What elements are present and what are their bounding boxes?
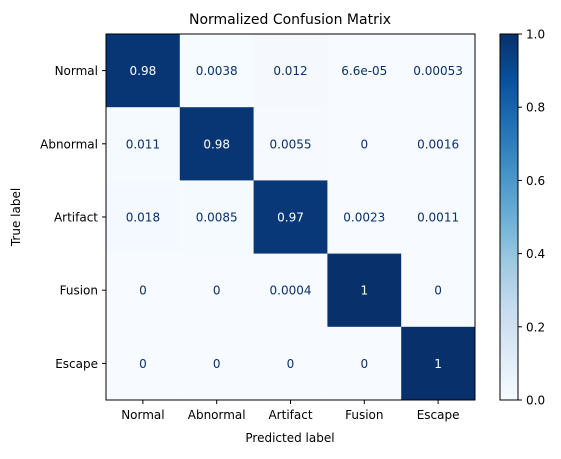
- cell-value-label: 0.98: [130, 64, 157, 78]
- chart-title: Normalized Confusion Matrix: [189, 12, 391, 28]
- heatmap-cell-r0-c2: [253, 34, 328, 108]
- heatmap-cell-r0-c3: [327, 34, 402, 108]
- colorbar-tick-label: 0.4: [526, 247, 545, 261]
- cell-value-label: 0.0011: [417, 211, 459, 225]
- y-tick-label: Fusion: [60, 284, 98, 298]
- heatmap-cell-r1-c0: [106, 107, 181, 181]
- x-tick-label: Artifact: [268, 408, 312, 422]
- heatmap-cell-r1-c1: [179, 107, 255, 181]
- x-axis-label: Predicted label: [245, 431, 334, 445]
- x-tick-label: Abnormal: [188, 408, 246, 422]
- heatmap-cell-r2-c0: [106, 180, 181, 255]
- y-tick-label: Abnormal: [40, 137, 98, 151]
- heatmap-cell-r3-c0: [106, 253, 181, 328]
- heatmap-cell-r3-c3: [327, 253, 402, 328]
- cell-value-label: 0: [287, 357, 295, 371]
- cell-value-label: 0.00053: [413, 64, 463, 78]
- heatmap-cell-r1-c4: [401, 107, 476, 181]
- cell-value-label: 0: [213, 357, 221, 371]
- colorbar-tick-label: 0.0: [526, 394, 545, 408]
- heatmap-cell-r0-c4: [401, 34, 476, 108]
- y-tick-label: Artifact: [54, 211, 98, 225]
- heatmap-cell-r4-c1: [179, 326, 255, 401]
- heatmap-cell-r0-c1: [179, 34, 255, 108]
- y-axis-label: True label: [9, 188, 23, 247]
- heatmap-cell-r4-c4: [401, 326, 476, 401]
- heatmap-cell-r1-c2: [253, 107, 328, 181]
- colorbar-tick-label: 1.0: [526, 28, 545, 42]
- cell-value-label: 0: [360, 137, 368, 151]
- colorbar-ticks: 0.0 0.2 0.4 0.6 0.8 1.0: [518, 28, 545, 408]
- cell-value-label: 0.0023: [343, 211, 385, 225]
- heatmap-cell-r2-c2: [253, 180, 328, 255]
- heatmap-cell-r3-c1: [179, 253, 255, 328]
- cell-value-label: 0: [213, 284, 221, 298]
- heatmap-cell-r2-c4: [401, 180, 476, 255]
- cell-value-label: 0: [360, 357, 368, 371]
- cell-value-label: 1: [360, 284, 368, 298]
- cell-value-label: 0.0016: [417, 137, 459, 151]
- colorbar-tick-label: 0.8: [526, 101, 545, 115]
- heatmap-cell-r3-c4: [401, 253, 476, 328]
- cell-value-label: 1: [434, 357, 442, 371]
- x-tick-label: Fusion: [345, 408, 383, 422]
- y-tick-label: Escape: [55, 357, 98, 371]
- cell-value-label: 0.012: [273, 64, 307, 78]
- cell-value-label: 0.0038: [196, 64, 238, 78]
- y-axis-ticks: Normal Abnormal Artifact Fusion Escape: [40, 64, 106, 371]
- cell-value-label: 6.6e-05: [341, 64, 387, 78]
- cell-value-label: 0: [139, 284, 147, 298]
- cell-value-label: 0.018: [126, 211, 160, 225]
- colorbar-tick-label: 0.6: [526, 174, 545, 188]
- y-tick-label: Normal: [55, 64, 98, 78]
- heatmap-cell-r0-c0: [106, 34, 181, 108]
- heatmap-cell-r4-c2: [253, 326, 328, 401]
- cell-value-label: 0.97: [277, 211, 304, 225]
- x-tick-label: Normal: [121, 408, 164, 422]
- heatmap-cell-r4-c0: [106, 326, 181, 401]
- cell-value-label: 0.0004: [270, 284, 312, 298]
- cell-value-label: 0.011: [126, 137, 160, 151]
- heatmap-cell-r4-c3: [327, 326, 402, 401]
- cell-value-label: 0.0055: [270, 137, 312, 151]
- heatmap-cells: [106, 34, 476, 401]
- colorbar-tick-label: 0.2: [526, 320, 545, 334]
- cell-value-label: 0: [139, 357, 147, 371]
- x-axis-ticks: Normal Abnormal Artifact Fusion Escape: [121, 400, 459, 422]
- heatmap-cell-r2-c3: [327, 180, 402, 255]
- colorbar: [499, 33, 519, 401]
- x-tick-label: Escape: [417, 408, 460, 422]
- heatmap-cell-r1-c3: [327, 107, 402, 181]
- cell-value-label: 0: [434, 284, 442, 298]
- heatmap-cell-labels: 0.98 0.0038 0.012 6.6e-05 0.00053 0.011 0.98 0.…: [126, 64, 463, 371]
- heatmap-cell-r2-c1: [179, 180, 255, 255]
- heatmap-cell-r3-c2: [253, 253, 328, 328]
- cell-value-label: 0.0085: [196, 211, 238, 225]
- cell-value-label: 0.98: [203, 137, 230, 151]
